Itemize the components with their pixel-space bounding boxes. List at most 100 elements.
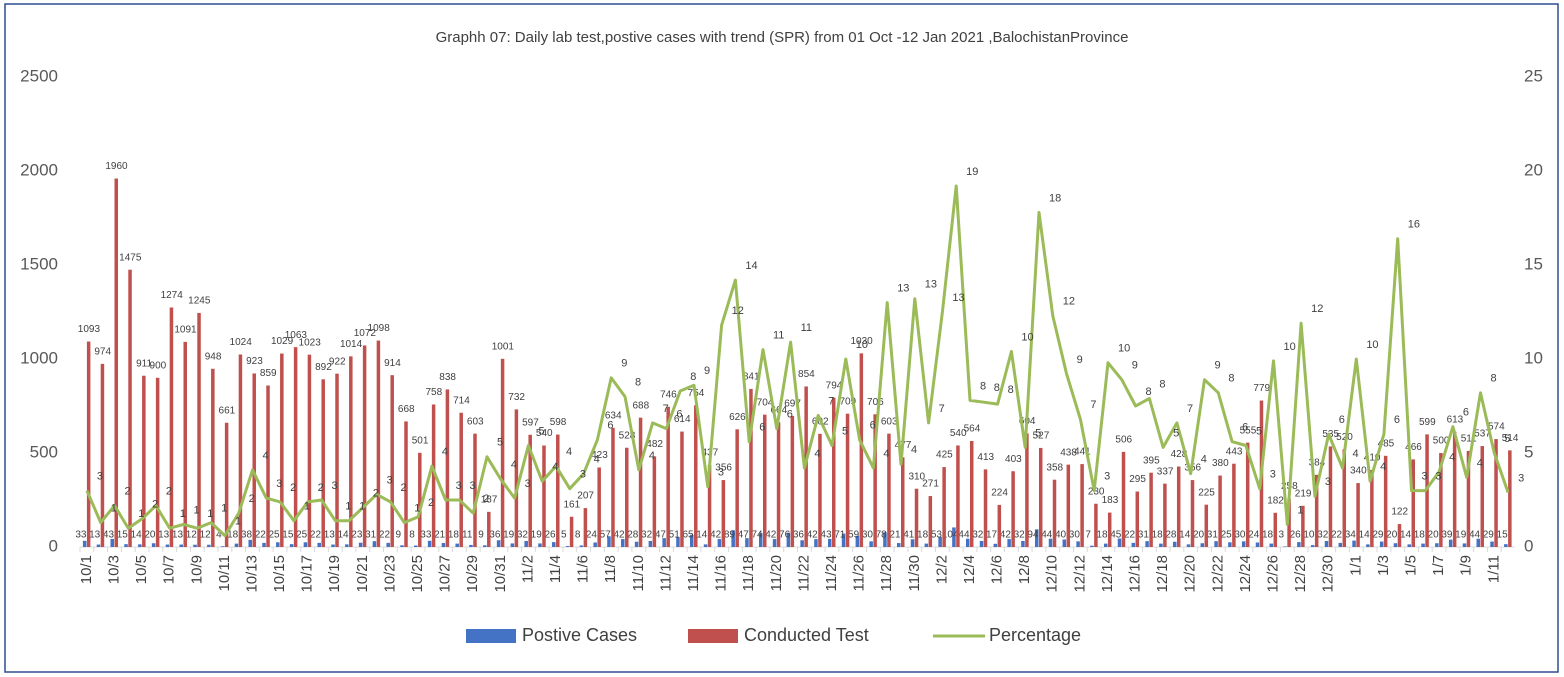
data-label: 187: [481, 494, 498, 505]
data-label: 6: [870, 420, 876, 432]
x-tick-label: 11/8: [602, 555, 619, 583]
bar: [427, 540, 432, 547]
data-label: 8: [1008, 384, 1014, 396]
x-tick-label: 12/22: [1209, 555, 1226, 593]
bar: [694, 405, 698, 547]
x-tick-label: 1/3: [1375, 555, 1392, 576]
bar: [896, 543, 901, 547]
bar: [372, 541, 377, 547]
data-label: 1: [304, 501, 310, 513]
bar: [956, 445, 960, 547]
data-label: 2: [373, 487, 379, 499]
data-label: 1024: [230, 337, 253, 348]
x-tick-label: 12/8: [1016, 555, 1033, 584]
x-tick-label: 12/26: [1265, 555, 1282, 593]
bar: [151, 543, 156, 547]
data-label: 1030: [850, 336, 873, 347]
bar: [652, 456, 657, 547]
data-label: 4: [552, 461, 558, 473]
bar: [662, 538, 666, 547]
bar: [924, 543, 929, 547]
y2-tick-label: 5: [1524, 442, 1533, 461]
bar: [1476, 538, 1481, 547]
bar: [942, 467, 946, 547]
data-label: 395: [1143, 455, 1160, 466]
data-label: 1: [193, 504, 199, 516]
data-label: 2: [290, 482, 296, 494]
x-tick-label: 10/27: [437, 555, 454, 593]
bar: [1200, 543, 1205, 547]
bar: [625, 447, 629, 547]
data-label: 29: [1483, 530, 1495, 541]
data-label: 20: [1428, 530, 1440, 541]
data-label: 18: [448, 530, 460, 541]
data-label: 230: [1088, 486, 1105, 497]
data-label: 794: [826, 380, 843, 391]
data-label: 859: [260, 368, 277, 379]
data-label: 520: [1336, 432, 1353, 443]
bar: [1090, 545, 1094, 547]
bar: [1021, 540, 1025, 547]
bar: [1052, 479, 1057, 547]
bar: [579, 545, 584, 547]
data-label: 5: [1504, 433, 1510, 445]
data-label: 892: [315, 362, 332, 373]
data-label: 22: [255, 530, 267, 541]
data-label: 854: [798, 369, 815, 380]
x-tick-label: 10/7: [161, 555, 178, 584]
data-label: 528: [619, 430, 636, 441]
bar: [721, 480, 726, 547]
data-label: 5: [1256, 425, 1262, 437]
bar: [376, 340, 381, 547]
data-label: 310: [908, 471, 925, 482]
data-label: 71: [834, 530, 846, 541]
bar: [1287, 498, 1291, 547]
data-label: 779: [1253, 383, 1270, 394]
data-label: 410: [1364, 453, 1381, 464]
bar: [276, 542, 280, 547]
data-label: 8: [635, 377, 641, 389]
data-label: 923: [246, 356, 263, 367]
bar: [800, 540, 804, 547]
data-label: 28: [1165, 530, 1177, 541]
bar: [1508, 450, 1512, 547]
bar: [1007, 539, 1011, 547]
x-tick-label: 11/16: [713, 555, 730, 591]
data-label: 19: [531, 530, 543, 541]
bar: [1383, 455, 1388, 547]
data-label: 78: [876, 530, 888, 541]
bar: [459, 412, 463, 547]
x-tick-label: 11/14: [685, 555, 702, 591]
bar: [193, 544, 197, 547]
data-label: 271: [922, 479, 939, 490]
bar: [1117, 538, 1122, 547]
data-label: 44: [1041, 530, 1053, 541]
data-label: 4: [511, 459, 517, 471]
data-label: 13: [897, 283, 909, 295]
data-label: 25: [1221, 530, 1233, 541]
data-label: 1093: [78, 324, 101, 335]
bar: [234, 543, 239, 547]
data-label: 42: [613, 530, 625, 541]
bar: [1163, 483, 1167, 547]
data-label: 9: [704, 365, 710, 377]
data-label: 3: [1422, 471, 1428, 483]
bar: [993, 543, 998, 547]
bar: [979, 540, 984, 547]
data-label: 1: [111, 502, 117, 514]
data-label: 10: [1366, 339, 1378, 351]
x-tick-label: 10/5: [133, 555, 150, 584]
data-label: 714: [453, 395, 470, 406]
bar: [1076, 541, 1080, 547]
data-label: 4: [566, 446, 572, 458]
data-label: 25: [269, 530, 281, 541]
data-label: 2: [483, 493, 489, 505]
data-label: 6: [759, 422, 765, 434]
data-label: 3: [580, 469, 586, 481]
bar: [648, 540, 653, 547]
bar: [238, 354, 243, 547]
x-tick-label: 11/22: [795, 555, 812, 591]
data-label: 1274: [161, 290, 184, 301]
bar: [552, 542, 556, 547]
data-label: 76: [779, 530, 791, 541]
